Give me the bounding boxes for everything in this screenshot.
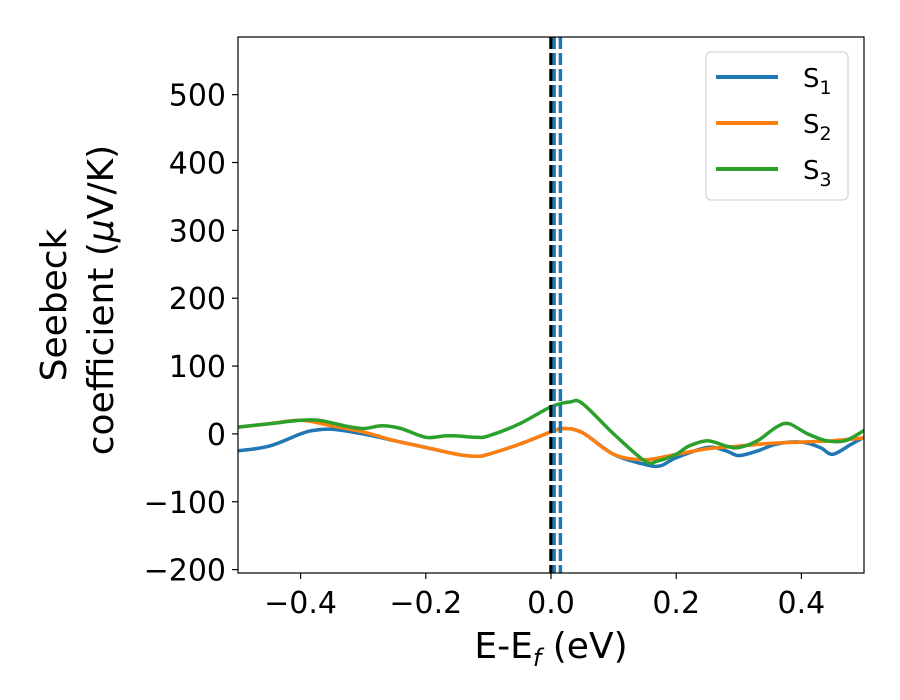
legend-label-s1: S1 xyxy=(803,64,832,99)
x-tick-label: −0.4 xyxy=(264,586,337,621)
legend-box xyxy=(705,51,849,201)
y-axis-label-line1: Seebeck xyxy=(34,228,75,381)
y-tick-label: −200 xyxy=(144,554,226,589)
x-axis-label: E-Ef (eV) xyxy=(474,626,627,672)
x-tick-label: 0.2 xyxy=(652,586,700,621)
x-tick-label: 0.0 xyxy=(527,586,575,621)
legend-label-s3: S3 xyxy=(803,156,832,191)
y-tick-label: 400 xyxy=(169,147,226,182)
legend-label-s2: S2 xyxy=(803,110,832,145)
y-tick-label: −100 xyxy=(144,486,226,521)
y-tick-label: 300 xyxy=(169,214,226,249)
x-tick-label: −0.2 xyxy=(389,586,462,621)
y-tick-label: 500 xyxy=(169,79,226,114)
vertical-lines xyxy=(549,37,563,573)
y-tick-label: 100 xyxy=(169,350,226,385)
y-tick-label: 200 xyxy=(169,282,226,317)
legend: S1 S2 S3 xyxy=(705,51,849,201)
series-line-s3 xyxy=(238,398,864,466)
y-tick-label: 0 xyxy=(207,418,226,453)
x-tick-label: 0.4 xyxy=(778,586,826,621)
y-axis-ticks: −200 −100 0 100 200 300 400 500 xyxy=(144,79,238,589)
y-axis-label-line2: coefficient (μV/K) xyxy=(81,145,122,455)
x-axis-ticks: −0.4 −0.2 0.0 0.2 0.4 xyxy=(264,573,825,621)
